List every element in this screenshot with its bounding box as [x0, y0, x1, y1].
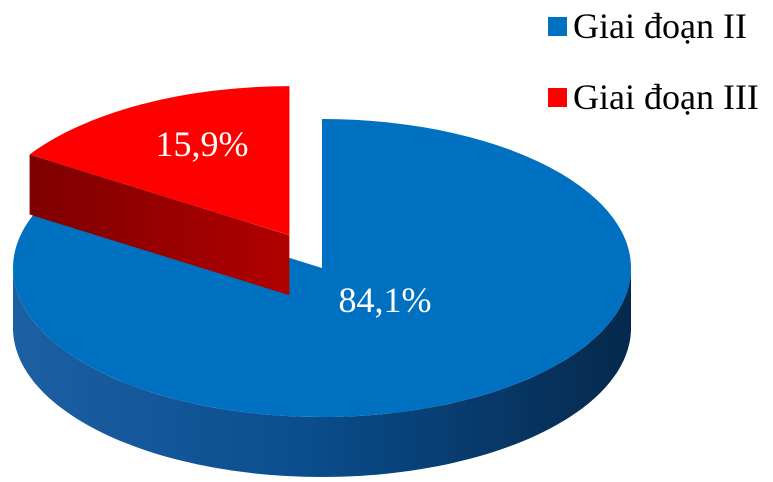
legend-item-1: Giai đoạn III: [548, 75, 759, 119]
legend-label-1: Giai đoạn III: [573, 77, 759, 117]
legend-swatch-1: [548, 87, 567, 107]
pie-slice-0: [13, 119, 632, 418]
data-label-1: 15,9%: [156, 124, 249, 164]
pie-slice-1: [29, 86, 290, 236]
data-label-0: 84,1%: [339, 280, 432, 320]
legend-swatch-0: [548, 16, 567, 36]
pie-slice-side-0: [13, 265, 631, 477]
legend-item-0: Giai đoạn II: [548, 4, 759, 48]
legend-label-0: Giai đoạn II: [573, 6, 747, 46]
pie-slice-side-1: [29, 154, 290, 296]
legend: Giai đoạn II Giai đoạn III: [548, 4, 759, 146]
